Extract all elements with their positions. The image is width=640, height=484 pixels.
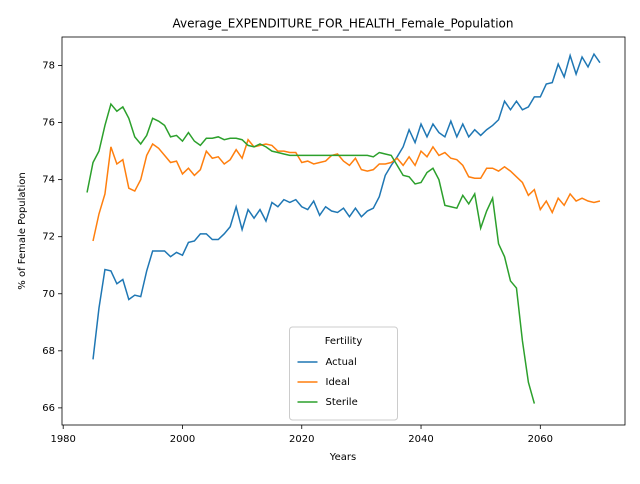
y-tick-label: 70 xyxy=(42,289,55,300)
series-line xyxy=(92,52,601,360)
y-tick-label: 74 xyxy=(42,175,55,186)
x-tick-label: 2040 xyxy=(408,434,433,445)
y-axis-label: % of Female Population xyxy=(17,172,28,289)
y-tick-label: 66 xyxy=(42,403,55,414)
y-tick-label: 72 xyxy=(42,232,55,243)
legend-label: Ideal xyxy=(326,377,350,388)
series-line xyxy=(92,138,601,242)
x-tick-label: 2060 xyxy=(528,434,553,445)
x-tick-label: 2000 xyxy=(170,434,195,445)
y-tick-label: 76 xyxy=(42,118,55,129)
y-tick-label: 78 xyxy=(42,61,55,72)
plot-frame xyxy=(61,36,626,426)
legend-title: Fertility xyxy=(325,336,363,347)
legend-label: Actual xyxy=(326,357,357,368)
chart-title: Average_EXPENDITURE_FOR_HEALTH_Female_Po… xyxy=(172,17,513,31)
legend-label: Sterile xyxy=(326,397,358,408)
legend-box xyxy=(289,326,398,421)
x-axis-label: Years xyxy=(329,452,356,463)
x-tick-label: 1980 xyxy=(50,434,75,445)
y-tick-label: 68 xyxy=(42,346,55,357)
series-line xyxy=(86,102,536,404)
x-tick-label: 2020 xyxy=(289,434,314,445)
